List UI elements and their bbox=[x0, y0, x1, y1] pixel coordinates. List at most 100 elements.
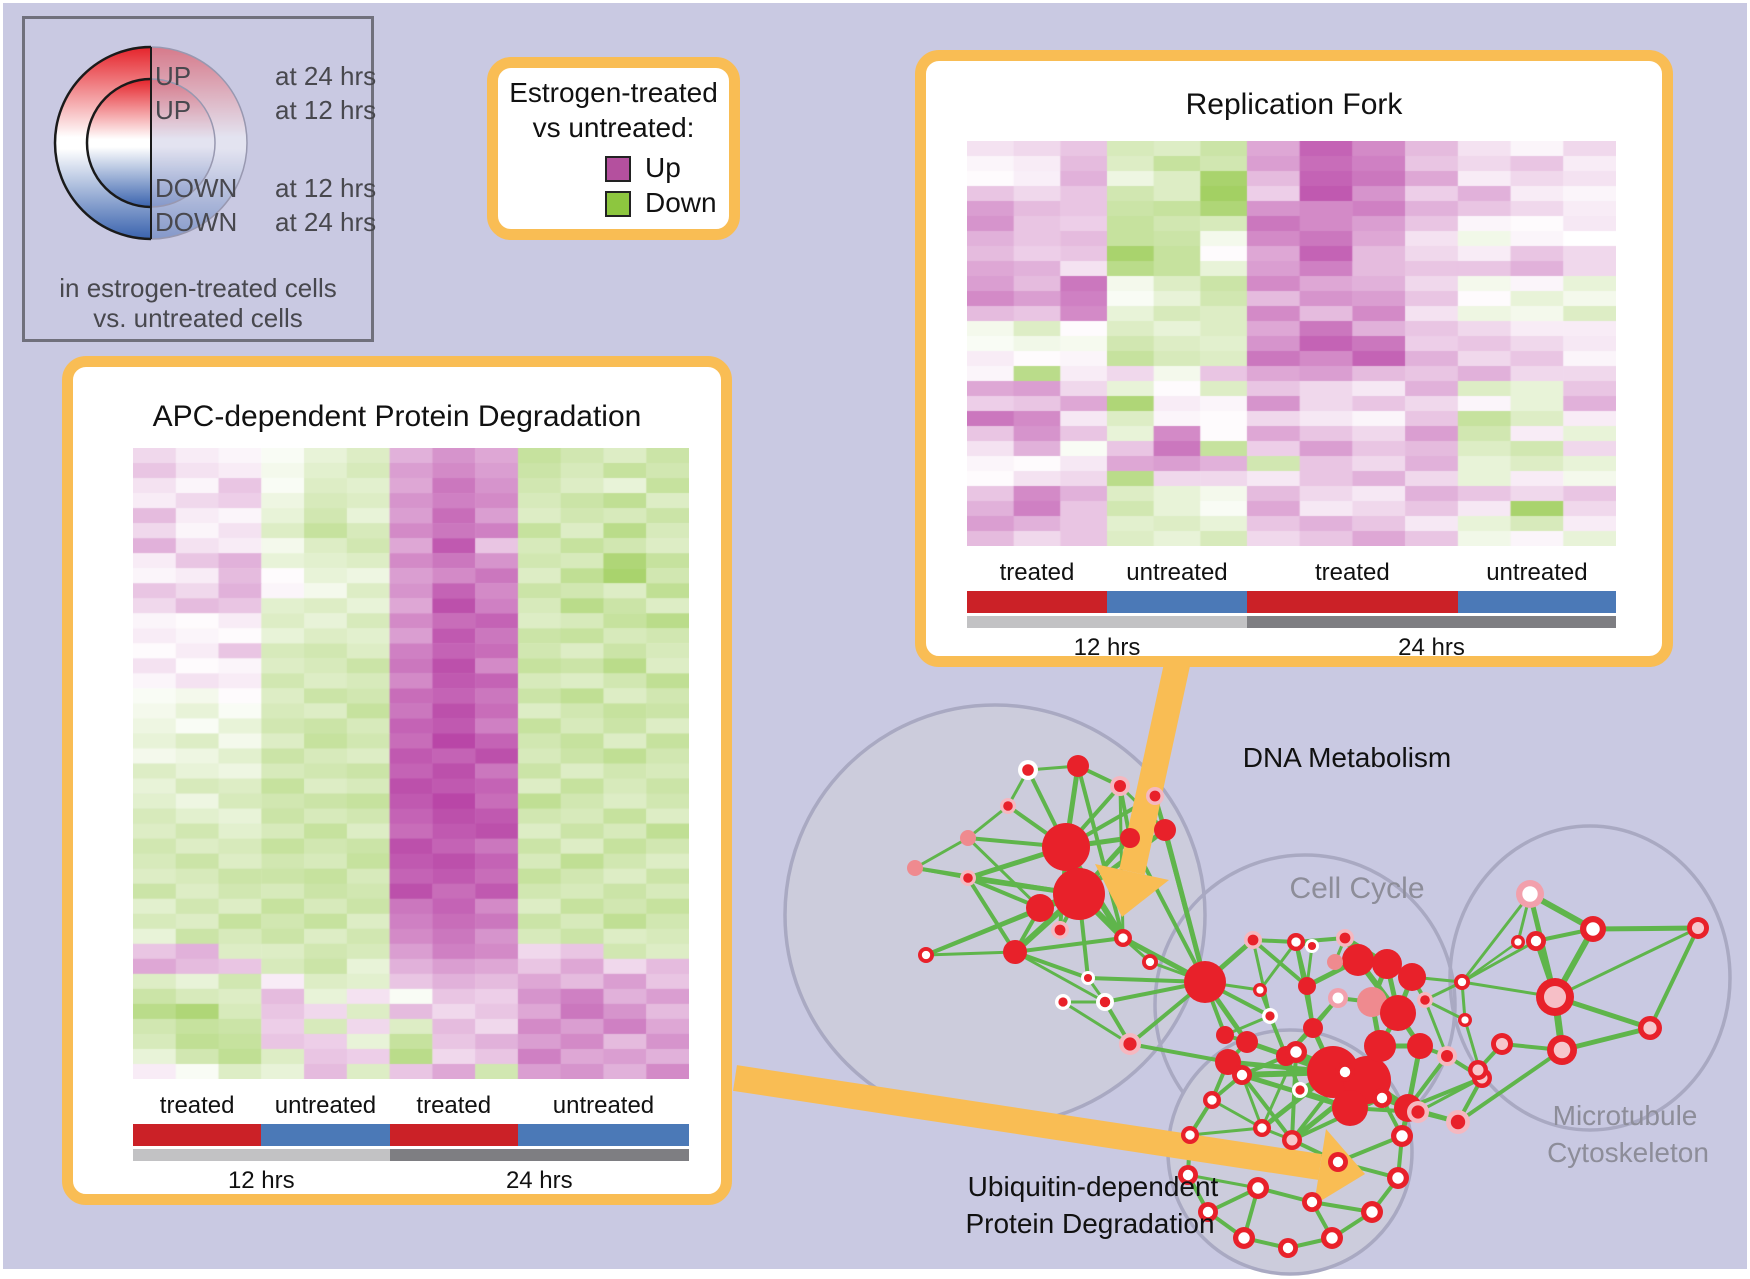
network-edge bbox=[1189, 1126, 1263, 1137]
network-node-44 bbox=[1458, 1013, 1472, 1027]
arrow-replication-fork-to-dna-head bbox=[1095, 864, 1169, 917]
network-edge bbox=[1129, 1042, 1229, 1064]
network-node-75 bbox=[1233, 1227, 1255, 1249]
network-node-54 bbox=[1516, 880, 1544, 908]
network-node-52 bbox=[1292, 1082, 1308, 1098]
network-node-81 bbox=[1328, 1152, 1348, 1172]
network-node-59 bbox=[1547, 1035, 1577, 1065]
network-node-79 bbox=[1203, 1091, 1221, 1109]
down-color-swatch bbox=[605, 191, 631, 217]
network-edge bbox=[1258, 941, 1298, 991]
apc-degradation-group-label-2: untreated bbox=[274, 1092, 377, 1119]
network-node-1 bbox=[1067, 755, 1089, 777]
apc-degradation-heatmap bbox=[133, 448, 689, 1079]
network-node-67 bbox=[1285, 1041, 1307, 1063]
legend-dir-2: UP bbox=[155, 95, 192, 125]
network-edge bbox=[1417, 1076, 1483, 1114]
network-node-33 bbox=[1380, 995, 1416, 1031]
network-node-55 bbox=[1580, 916, 1606, 942]
network-edge bbox=[1648, 927, 1700, 1029]
legend-dir-4: DOWN bbox=[155, 207, 238, 237]
network-node-16 bbox=[1142, 954, 1158, 970]
network-edge bbox=[1251, 939, 1272, 1017]
replication-fork-group-label-4: untreated bbox=[1486, 559, 1588, 586]
network-node-7 bbox=[1120, 828, 1140, 848]
arrow-apc-to-ubiquitin bbox=[733, 1065, 1322, 1180]
up-color-swatch bbox=[605, 156, 631, 182]
network-node-76 bbox=[1198, 1202, 1218, 1222]
network-edge bbox=[966, 836, 1042, 910]
network-edge bbox=[1456, 1048, 1564, 1124]
network-node-78 bbox=[1181, 1126, 1199, 1144]
network-node-6 bbox=[960, 870, 976, 886]
network-label-microtubule-2: Cytoskeleton bbox=[1547, 1137, 1709, 1168]
network-node-72 bbox=[1361, 1201, 1383, 1223]
network-node-31 bbox=[1328, 988, 1348, 1008]
network-node-66 bbox=[1232, 1065, 1252, 1085]
replication-fork-group-label-1: treated bbox=[999, 559, 1075, 586]
apc-degradation-group-label-3: treated bbox=[416, 1092, 492, 1119]
network-node-26 bbox=[1336, 929, 1354, 947]
replication-fork-condition-bar-4 bbox=[1457, 591, 1616, 613]
network-node-57 bbox=[1511, 935, 1525, 949]
network-node-23 bbox=[1114, 929, 1132, 947]
network-edge bbox=[914, 836, 969, 870]
legend-time-4: at 24 hrs bbox=[275, 207, 377, 237]
replication-fork-condition-bar-3 bbox=[1246, 591, 1458, 613]
network-node-19 bbox=[1119, 1033, 1141, 1055]
replication-fork-time-bar-12hrs bbox=[967, 616, 1247, 628]
network-node-62 bbox=[1491, 1033, 1513, 1055]
network-node-30 bbox=[1398, 963, 1426, 991]
network-edge bbox=[1554, 926, 1699, 999]
cluster-microtubule-cytoskeleton bbox=[1448, 824, 1732, 1132]
network-node-29 bbox=[1372, 949, 1402, 979]
estrogen-legend-title-line1: Estrogen-treated bbox=[509, 77, 718, 108]
legend-time-1: at 24 hrs bbox=[275, 61, 377, 91]
network-edge bbox=[1561, 1025, 1651, 1053]
network-node-51 bbox=[1327, 954, 1343, 970]
apc-degradation-condition-bar-1 bbox=[133, 1124, 262, 1146]
network-node-83 bbox=[1302, 1192, 1322, 1212]
network-node-53 bbox=[1417, 992, 1433, 1008]
network-node-58 bbox=[1536, 978, 1574, 1016]
replication-fork-time-bar-24hrs bbox=[1246, 616, 1616, 628]
network-node-47 bbox=[1332, 1090, 1368, 1126]
network-label-microtubule-1: Microtubule bbox=[1552, 1100, 1698, 1131]
network-edge bbox=[1240, 1073, 1294, 1142]
network-node-43 bbox=[1454, 974, 1470, 990]
network-node-68 bbox=[1335, 1062, 1355, 1082]
network-node-22 bbox=[1051, 921, 1069, 939]
network-node-36 bbox=[1262, 1008, 1278, 1024]
replication-fork-condition-bar-2 bbox=[1106, 591, 1247, 613]
network-node-14 bbox=[1003, 940, 1027, 964]
network-edge bbox=[1076, 765, 1125, 939]
up-label: Up bbox=[645, 152, 681, 183]
network-edge bbox=[1014, 950, 1089, 980]
network-node-28 bbox=[1342, 944, 1374, 976]
replication-fork-heatmap bbox=[967, 141, 1616, 546]
network-node-71 bbox=[1387, 1167, 1409, 1189]
network-edge bbox=[925, 906, 1041, 957]
network-node-42 bbox=[1437, 1046, 1457, 1066]
legend-time-2: at 12 hrs bbox=[275, 95, 377, 125]
network-edge bbox=[1014, 936, 1124, 954]
apc-degradation-condition-bar-2 bbox=[261, 1124, 390, 1146]
apc-degradation-time-bar-12hrs bbox=[133, 1149, 390, 1161]
network-edge bbox=[1423, 999, 1449, 1057]
updown-timing-legend: UP at 24 hrs UP at 12 hrs DOWN at 12 hrs… bbox=[22, 16, 377, 342]
network-node-73 bbox=[1321, 1227, 1343, 1249]
network-node-32 bbox=[1357, 987, 1387, 1017]
network-node-70 bbox=[1391, 1125, 1413, 1147]
network-node-15 bbox=[1081, 971, 1095, 985]
network-edge bbox=[1014, 950, 1106, 1004]
network-node-64 bbox=[1446, 1110, 1470, 1134]
network-node-2 bbox=[1110, 776, 1130, 796]
network-node-0 bbox=[1018, 760, 1038, 780]
legend-caption-line1: in estrogen-treated cells bbox=[59, 273, 337, 303]
network-node-4 bbox=[960, 830, 976, 846]
network-node-84 bbox=[1253, 1119, 1271, 1137]
down-label: Down bbox=[645, 187, 717, 218]
network-node-18 bbox=[1096, 993, 1114, 1011]
network-node-11 bbox=[1146, 787, 1164, 805]
